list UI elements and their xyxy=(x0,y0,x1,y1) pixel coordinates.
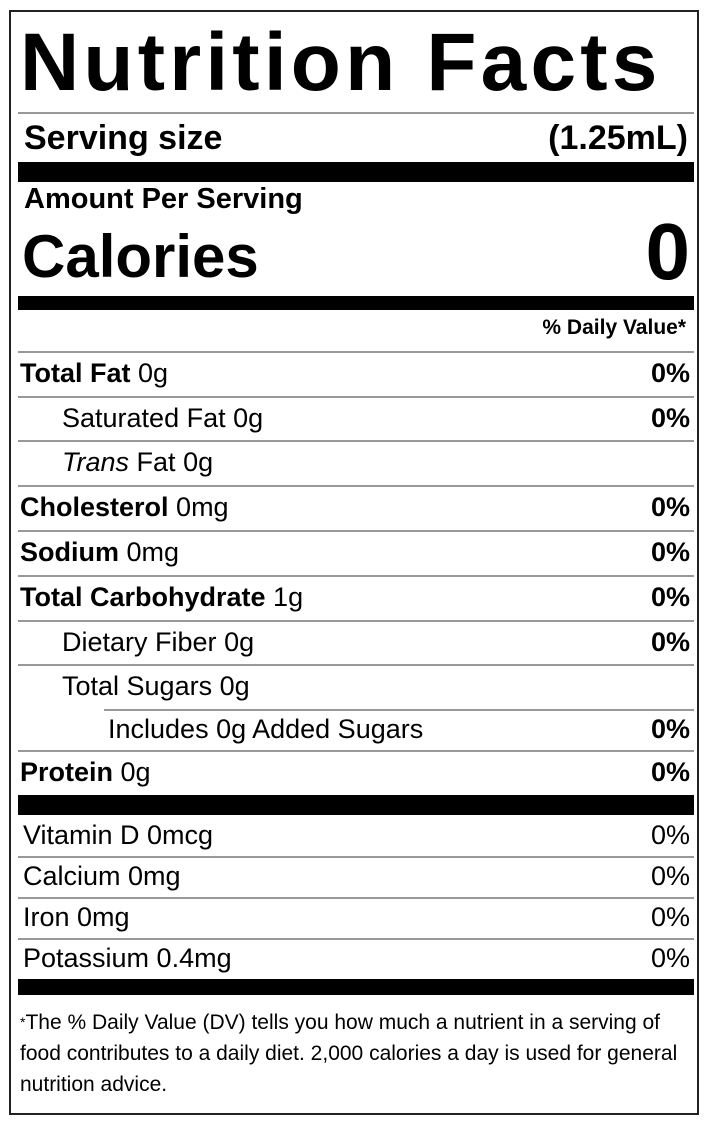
divider xyxy=(18,440,694,442)
nutrient-label: Dietary Fiber 0g xyxy=(62,627,254,658)
nutrient-name: Total Fat xyxy=(20,358,131,388)
nutrient-row: Dietary Fiber 0g 0% xyxy=(18,620,694,664)
calories-value: 0 xyxy=(645,207,691,296)
nutrient-amount: 0g xyxy=(224,626,255,657)
vitamin-row: Calcium 0mg 0% xyxy=(18,856,694,897)
footnote-star: * xyxy=(20,1014,26,1030)
vitamin-label: Iron 0mg xyxy=(23,902,130,932)
vitamin-daily-value: 0% xyxy=(650,943,690,973)
label-title: Nutrition Facts xyxy=(20,17,662,108)
footnote: *The % Daily Value (DV) tells you how mu… xyxy=(20,1007,680,1100)
nutrient-label: Sodium 0mg xyxy=(20,537,179,568)
nutrient-label: Includes 0g Added Sugars xyxy=(108,714,423,745)
nutrient-label: Total Sugars 0g xyxy=(62,671,250,702)
vitamin-label: Potassium 0.4mg xyxy=(23,943,232,973)
nutrient-row: Trans Fat 0g xyxy=(18,440,694,485)
nutrient-row: Total Carbohydrate 1g 0% xyxy=(18,575,694,620)
divider xyxy=(18,575,694,577)
nutrient-row: Includes 0g Added Sugars 0% xyxy=(18,709,694,750)
vitamin-row: Iron 0mg 0% xyxy=(18,897,694,938)
nutrient-name: Dietary Fiber xyxy=(62,626,217,657)
nutrient-name: Saturated Fat xyxy=(62,402,226,433)
nutrient-row: Protein 0g 0% xyxy=(18,750,694,795)
divider xyxy=(18,750,694,752)
nutrient-amount: 0g xyxy=(233,402,264,433)
nutrient-amount: 0g xyxy=(219,671,250,701)
nutrient-daily-value: 0% xyxy=(650,402,690,433)
nutrient-amount: 0mg xyxy=(126,537,180,567)
divider xyxy=(18,897,694,899)
nutrient-name: Includes 0g Added Sugars xyxy=(108,714,424,744)
divider xyxy=(18,351,694,353)
nutrient-name-italic: Trans xyxy=(62,447,130,477)
vitamin-label: Vitamin D 0mcg xyxy=(23,820,214,850)
nutrient-label: Total Fat 0g xyxy=(20,358,168,389)
nutrient-amount: 0g xyxy=(183,447,214,477)
nutrient-row: Cholesterol 0mg 0% xyxy=(18,485,694,530)
nutrient-name: Fat xyxy=(136,447,176,477)
divider xyxy=(104,709,694,711)
thick-divider xyxy=(18,795,694,815)
nutrient-name: Sodium xyxy=(20,537,119,567)
nutrient-daily-value: 0% xyxy=(650,582,690,612)
divider xyxy=(18,485,694,487)
thick-divider xyxy=(18,979,694,995)
nutrient-row: Total Sugars 0g xyxy=(18,664,694,709)
divider xyxy=(18,112,694,114)
divider xyxy=(18,938,694,940)
nutrient-amount: 1g xyxy=(273,582,304,612)
nutrient-daily-value: 0% xyxy=(650,757,690,787)
nutrient-daily-value: 0% xyxy=(650,358,690,388)
divider xyxy=(18,396,694,398)
vitamin-label: Calcium 0mg xyxy=(23,861,181,891)
nutrient-row: Total Fat 0g 0% xyxy=(18,351,694,396)
nutrient-amount: 0g xyxy=(138,358,169,388)
divider xyxy=(18,530,694,532)
divider xyxy=(18,620,694,622)
vitamin-row: Potassium 0.4mg 0% xyxy=(18,938,694,979)
amount-per-serving: Amount Per Serving xyxy=(24,183,303,215)
divider xyxy=(18,664,694,666)
serving-size-row: Serving size (1.25mL) xyxy=(18,114,694,162)
nutrient-label: Cholesterol 0mg xyxy=(20,492,229,523)
nutrient-amount: 0g xyxy=(120,757,151,787)
serving-size-label: Serving size xyxy=(24,118,223,157)
nutrient-label: Protein 0g xyxy=(20,757,151,788)
vitamin-daily-value: 0% xyxy=(650,902,690,932)
nutrient-row: Sodium 0mg 0% xyxy=(18,530,694,575)
divider xyxy=(18,856,694,858)
nutrition-label-frame xyxy=(9,10,699,1115)
nutrient-label: Saturated Fat 0g xyxy=(62,403,263,434)
nutrient-name: Cholesterol xyxy=(20,492,169,522)
vitamin-daily-value: 0% xyxy=(650,861,690,891)
nutrient-name: Total Carbohydrate xyxy=(20,582,266,612)
serving-size-value: (1.25mL) xyxy=(548,118,688,157)
nutrient-name: Total Sugars xyxy=(62,671,213,701)
vitamin-daily-value: 0% xyxy=(650,820,690,850)
nutrient-label: Total Carbohydrate 1g xyxy=(20,582,303,613)
nutrient-row: Saturated Fat 0g 0% xyxy=(18,396,694,440)
vitamin-row: Vitamin D 0mcg 0% xyxy=(18,815,694,856)
nutrient-name: Protein xyxy=(20,757,114,787)
thick-divider xyxy=(18,162,694,182)
nutrient-label: Trans Fat 0g xyxy=(62,447,213,478)
calories-label: Calories xyxy=(22,223,259,290)
nutrient-daily-value: 0% xyxy=(650,714,690,744)
daily-value-header: % Daily Value* xyxy=(542,316,686,339)
nutrient-daily-value: 0% xyxy=(650,492,690,522)
thick-divider xyxy=(18,296,694,310)
nutrient-daily-value: 0% xyxy=(650,626,690,657)
footnote-text: The % Daily Value (DV) tells you how muc… xyxy=(20,1011,678,1096)
nutrient-daily-value: 0% xyxy=(650,537,690,567)
nutrient-amount: 0mg xyxy=(176,492,229,522)
